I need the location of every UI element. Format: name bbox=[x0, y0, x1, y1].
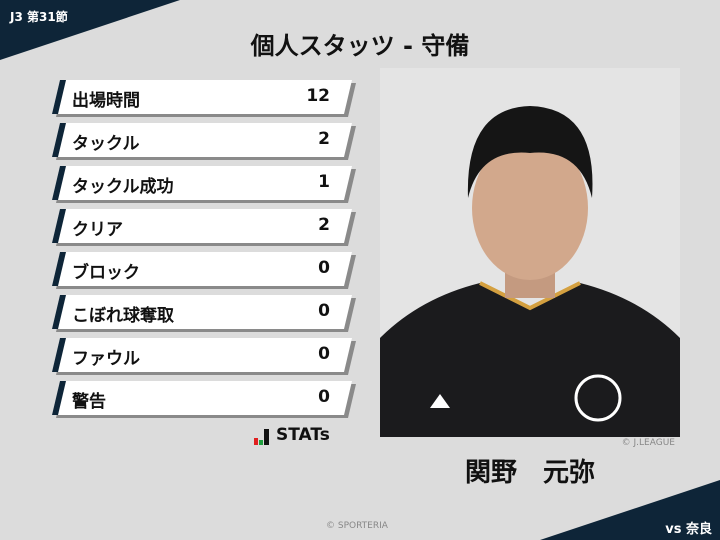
row-background bbox=[52, 252, 352, 286]
stat-row: ブロック 0 bbox=[52, 252, 352, 286]
stat-value: 0 bbox=[318, 301, 330, 321]
opponent-label: vs 奈良 bbox=[665, 522, 712, 537]
row-background bbox=[52, 123, 352, 157]
stat-label: こぼれ球奪取 bbox=[72, 306, 174, 326]
player-name: 関野 元弥 bbox=[464, 458, 595, 488]
stat-value: 2 bbox=[318, 129, 330, 149]
stats-logo-text: STATs bbox=[276, 425, 330, 445]
stat-label: タックル bbox=[72, 134, 140, 154]
bottom-corner-banner bbox=[540, 480, 720, 540]
stat-value: 2 bbox=[318, 215, 330, 235]
stat-label: ブロック bbox=[72, 263, 140, 283]
row-background bbox=[52, 166, 352, 200]
page-title: 個人スタッツ - 守備 bbox=[250, 32, 470, 60]
stat-row: タックル 2 bbox=[52, 123, 352, 157]
stat-row: タックル成功 1 bbox=[52, 166, 352, 200]
stat-value: 0 bbox=[318, 258, 330, 278]
top-corner-banner bbox=[0, 0, 180, 60]
row-background bbox=[52, 80, 352, 114]
row-background bbox=[52, 338, 352, 372]
stat-value: 12 bbox=[306, 86, 330, 106]
stat-value: 1 bbox=[318, 172, 330, 192]
stat-label: クリア bbox=[72, 220, 123, 240]
stat-row: クリア 2 bbox=[52, 209, 352, 243]
stat-row: 警告 0 bbox=[52, 381, 352, 415]
stat-label: 警告 bbox=[72, 392, 106, 412]
stat-row: ファウル 0 bbox=[52, 338, 352, 372]
stats-logo: STATs bbox=[254, 425, 330, 445]
copyright: © SPORTERIA bbox=[326, 521, 388, 531]
stat-label: ファウル bbox=[72, 349, 140, 369]
stat-label: 出場時間 bbox=[72, 91, 140, 111]
stat-row: 出場時間 12 bbox=[52, 80, 352, 114]
row-background bbox=[52, 381, 352, 415]
stat-value: 0 bbox=[318, 387, 330, 407]
row-background bbox=[52, 295, 352, 329]
player-photo bbox=[380, 68, 680, 437]
bar-chart-icon bbox=[254, 429, 269, 445]
stat-label: タックル成功 bbox=[72, 177, 174, 197]
row-background bbox=[52, 209, 352, 243]
stat-row: こぼれ球奪取 0 bbox=[52, 295, 352, 329]
photo-credit: © J.LEAGUE bbox=[621, 438, 675, 448]
round-label: J3 第31節 bbox=[10, 10, 68, 24]
stat-value: 0 bbox=[318, 344, 330, 364]
